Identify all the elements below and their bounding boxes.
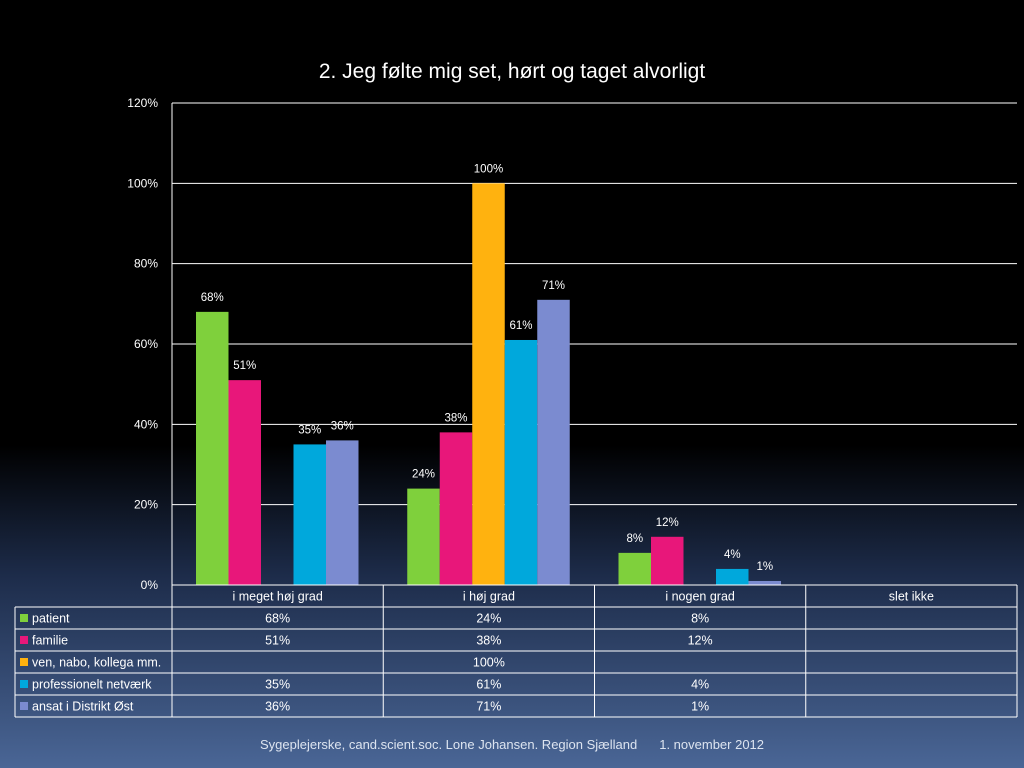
bar	[537, 299, 570, 585]
table-cell: 51%	[265, 634, 290, 648]
y-tick-label: 80%	[134, 257, 158, 271]
data-label: 71%	[542, 280, 565, 292]
table-cell: 24%	[476, 612, 501, 626]
category-label: i nogen grad	[665, 590, 735, 604]
category-label: i meget høj grad	[232, 590, 322, 604]
legend-swatch	[20, 680, 28, 688]
legend-label: ansat i Distrikt Øst	[32, 700, 134, 714]
y-tick-label: 60%	[134, 337, 158, 351]
bar	[618, 552, 651, 585]
table-cell: 36%	[265, 700, 290, 714]
data-label: 4%	[724, 549, 741, 561]
legend-swatch	[20, 702, 28, 710]
legend-label: patient	[32, 612, 70, 626]
bar	[716, 568, 749, 585]
bar	[439, 432, 473, 585]
data-label: 68%	[201, 292, 224, 304]
y-tick-label: 100%	[127, 176, 158, 190]
legend-swatch	[20, 614, 28, 622]
legend-swatch	[20, 636, 28, 644]
y-tick-label: 20%	[134, 498, 158, 512]
table-cell: 1%	[691, 700, 709, 714]
bar	[196, 311, 229, 585]
data-label: 61%	[509, 320, 532, 332]
data-label: 1%	[756, 561, 773, 573]
table-cell: 71%	[476, 700, 501, 714]
legend-label: professionelt netværk	[32, 678, 152, 692]
category-label: slet ikke	[889, 590, 934, 604]
chart-title: 2. Jeg følte mig set, hørt og taget alvo…	[319, 60, 706, 83]
legend-label: familie	[32, 634, 68, 648]
table-cell: 61%	[476, 678, 501, 692]
bar	[472, 183, 505, 586]
bar	[326, 440, 359, 585]
data-label: 51%	[233, 360, 256, 372]
footer: Sygeplejerske, cand.scient.soc. Lone Joh…	[0, 737, 1024, 752]
data-label: 24%	[412, 469, 435, 481]
category-label: i høj grad	[463, 590, 515, 604]
table-cell: 38%	[476, 634, 501, 648]
data-label: 100%	[474, 163, 503, 175]
table-cell: 12%	[688, 634, 713, 648]
legend-swatch	[20, 658, 28, 666]
bar	[293, 444, 326, 585]
table-cell: 35%	[265, 678, 290, 692]
table-cell: 68%	[265, 612, 290, 626]
data-label: 38%	[444, 412, 467, 424]
y-tick-label: 120%	[127, 96, 158, 110]
bar	[651, 536, 684, 585]
data-label: 36%	[331, 420, 354, 432]
footer-date: 1. november 2012	[659, 737, 765, 752]
data-label: 35%	[298, 424, 321, 436]
data-label: 8%	[626, 533, 643, 545]
bar	[407, 488, 440, 585]
table-cell: 4%	[691, 678, 709, 692]
y-tick-label: 40%	[134, 417, 158, 431]
y-tick-label: 0%	[141, 578, 159, 592]
legend-label: ven, nabo, kollega mm.	[32, 656, 161, 670]
footer-author: Sygeplejerske, cand.scient.soc. Lone Joh…	[259, 737, 638, 752]
data-label: 12%	[656, 517, 679, 529]
table-cell: 8%	[691, 612, 709, 626]
bar	[748, 580, 781, 585]
bar	[228, 380, 261, 585]
table-cell: 100%	[473, 656, 505, 670]
bar	[504, 339, 538, 585]
